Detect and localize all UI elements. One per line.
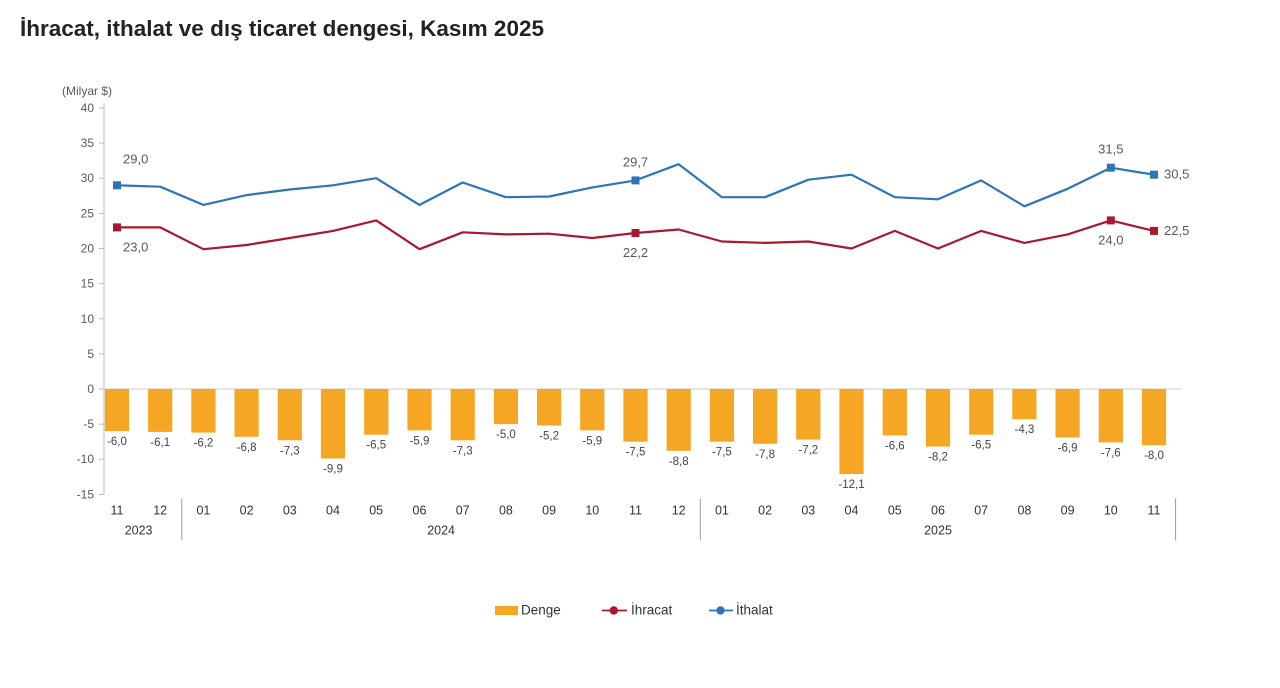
svg-text:29,0: 29,0 [123,151,148,166]
svg-text:-5: -5 [83,417,94,431]
svg-text:-5,0: -5,0 [496,429,516,441]
svg-text:08: 08 [499,503,513,517]
svg-text:2024: 2024 [427,523,455,537]
svg-text:-7,8: -7,8 [755,449,775,461]
svg-text:01: 01 [196,503,210,517]
svg-text:-5,9: -5,9 [582,435,602,447]
svg-text:-7,6: -7,6 [1101,447,1121,459]
svg-text:05: 05 [369,503,383,517]
svg-text:03: 03 [283,503,297,517]
svg-text:12: 12 [153,503,167,517]
svg-text:-10: -10 [77,452,95,466]
svg-text:-7,2: -7,2 [798,445,818,457]
svg-text:-6,9: -6,9 [1058,443,1078,455]
svg-text:09: 09 [542,503,556,517]
svg-text:40: 40 [81,101,95,115]
svg-text:29,7: 29,7 [623,154,648,169]
svg-text:0: 0 [87,382,94,396]
svg-text:31,5: 31,5 [1098,142,1123,157]
svg-text:11: 11 [1148,503,1161,517]
svg-text:15: 15 [81,277,95,291]
svg-text:2023: 2023 [125,523,153,537]
svg-text:22,2: 22,2 [623,245,648,260]
svg-text:İhracat: İhracat [631,603,673,618]
svg-text:-9,9: -9,9 [323,464,343,476]
svg-text:-6,1: -6,1 [150,437,170,449]
svg-text:-7,5: -7,5 [712,447,732,459]
svg-text:30,5: 30,5 [1164,167,1189,182]
svg-text:-5,2: -5,2 [539,431,559,443]
svg-text:03: 03 [801,503,815,517]
svg-text:Denge: Denge [521,603,561,618]
svg-text:06: 06 [413,503,427,517]
svg-text:-6,5: -6,5 [971,440,991,452]
svg-text:02: 02 [240,503,254,517]
svg-text:-8,0: -8,0 [1144,450,1164,462]
svg-text:-6,6: -6,6 [885,440,905,452]
svg-text:-15: -15 [77,487,95,501]
svg-text:08: 08 [1017,503,1031,517]
svg-text:01: 01 [715,503,729,517]
svg-text:-7,3: -7,3 [453,445,473,457]
svg-text:-5,9: -5,9 [410,435,430,447]
svg-text:24,0: 24,0 [1098,232,1123,247]
svg-text:-6,2: -6,2 [193,438,213,450]
svg-text:-12,1: -12,1 [838,479,864,491]
svg-text:12: 12 [672,503,686,517]
svg-text:05: 05 [888,503,902,517]
svg-text:25: 25 [81,206,95,220]
svg-text:-8,8: -8,8 [669,456,689,468]
svg-text:07: 07 [974,503,988,517]
svg-text:02: 02 [758,503,772,517]
svg-text:10: 10 [585,503,599,517]
svg-text:2025: 2025 [924,523,952,537]
svg-text:10: 10 [81,312,95,326]
svg-text:İthalat: İthalat [736,603,773,618]
svg-text:35: 35 [81,136,95,150]
svg-text:22,5: 22,5 [1164,223,1189,238]
svg-text:11: 11 [111,503,124,517]
svg-text:23,0: 23,0 [123,239,148,254]
svg-text:30: 30 [81,171,95,185]
svg-text:07: 07 [456,503,470,517]
svg-text:-6,8: -6,8 [237,442,257,454]
svg-text:-7,3: -7,3 [280,445,300,457]
svg-text:11: 11 [629,503,642,517]
svg-text:-6,0: -6,0 [107,436,127,448]
svg-text:-6,5: -6,5 [366,440,386,452]
svg-text:-7,5: -7,5 [626,447,646,459]
svg-text:10: 10 [1104,503,1118,517]
svg-text:20: 20 [81,242,95,256]
svg-text:-8,2: -8,2 [928,452,948,464]
svg-text:06: 06 [931,503,945,517]
svg-text:09: 09 [1061,503,1075,517]
svg-text:04: 04 [326,503,340,517]
svg-text:5: 5 [87,347,94,361]
svg-text:04: 04 [845,503,859,517]
svg-text:-4,3: -4,3 [1014,424,1034,436]
